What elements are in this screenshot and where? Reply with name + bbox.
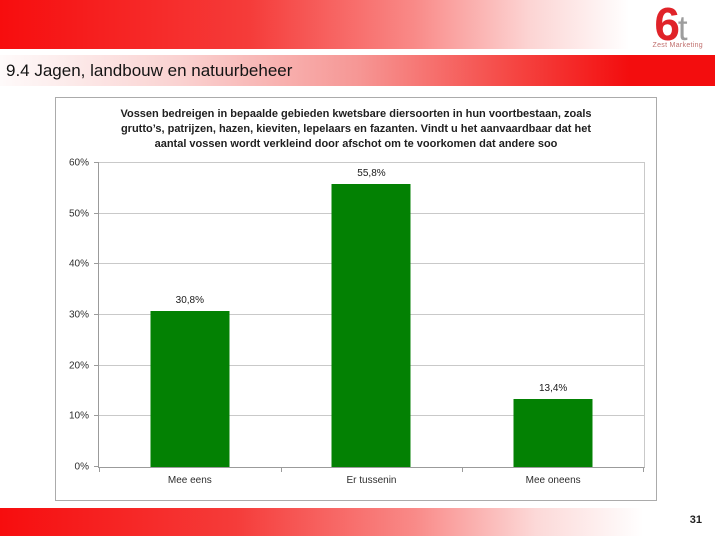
category-label: Mee eens: [167, 475, 212, 486]
bottom-banner: 31: [0, 508, 715, 536]
y-tick-label: 0%: [74, 461, 89, 473]
chart-title: Vossen bedreigen in bepaalde gebieden kw…: [56, 107, 656, 152]
bar: [331, 184, 411, 467]
chart-title-line: grutto’s, patrijzen, hazen, kieviten, le…: [120, 123, 592, 135]
y-tick-label: 20%: [68, 360, 89, 372]
x-tick: [462, 467, 464, 472]
y-tick: [94, 263, 99, 265]
y-tick: [94, 162, 99, 163]
logo-t-icon: t: [677, 9, 688, 48]
slot: 13,4% Mee oneens: [462, 163, 644, 486]
y-tick-label: 10%: [68, 410, 89, 422]
x-tick: [99, 467, 100, 472]
page-number: 31: [689, 514, 702, 526]
bar: [150, 310, 230, 467]
plot-area: 0% 10% 20% 30% 40% 50% 60% 30,8% Mee eens 55,8% Er…: [69, 158, 645, 486]
chart-title-line: Vossen bedreigen in bepaalde gebieden kw…: [120, 108, 592, 120]
logo-6-icon: 6: [654, 0, 680, 50]
y-tick: [94, 314, 99, 315]
bar-value-label: 30,8%: [175, 294, 204, 306]
x-tick: [643, 467, 644, 472]
chart-title-line: aantal vossen wordt verkleind door afsch…: [154, 138, 558, 150]
bar-value-label: 55,8%: [357, 168, 386, 180]
x-tick: [280, 467, 282, 472]
y-tick-label: 50%: [68, 208, 89, 220]
y-tick-label: 40%: [68, 258, 89, 270]
logo-tagline: Zest Marketing: [652, 42, 703, 49]
bar: [513, 399, 593, 467]
chart-panel: Vossen bedreigen in bepaalde gebieden kw…: [55, 97, 657, 501]
y-tick: [94, 212, 99, 214]
y-tick-label: 60%: [68, 157, 89, 169]
slot: 55,8% Er tussenin: [281, 163, 463, 486]
y-tick-label: 30%: [68, 309, 89, 321]
section-title: 9.4 Jagen, landbouw en natuurbeheer: [6, 60, 293, 80]
slot: 30,8% Mee eens: [99, 163, 281, 486]
section-title-bar: 9.4 Jagen, landbouw en natuurbeheer: [0, 55, 715, 86]
bar-value-label: 13,4%: [538, 383, 568, 395]
category-label: Er tussenin: [346, 475, 397, 486]
y-tick: [94, 466, 99, 467]
y-tick: [94, 364, 99, 366]
y-tick: [94, 415, 99, 417]
category-label: Mee oneens: [525, 475, 581, 486]
